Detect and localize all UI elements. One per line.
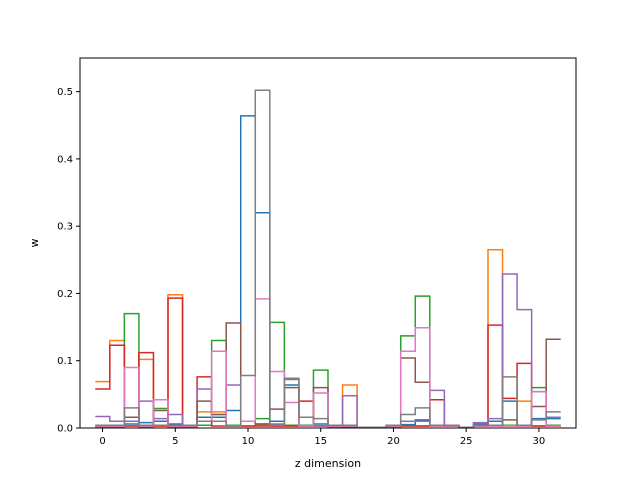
ticks-layer: 0 5 10 15 20 25 30 0.0 0.1 0.2 0.3 0.4 0.5 [57, 87, 545, 447]
series-line-8 [95, 89, 561, 429]
plot-area-frame [79, 57, 577, 429]
y-tick-label: 0.5 [57, 87, 73, 98]
x-tick-label: 15 [314, 436, 327, 447]
y-tick-label: 0.0 [57, 424, 73, 435]
x-tick-label: 25 [460, 436, 473, 447]
y-tick-label: 0.3 [57, 222, 73, 233]
y-tick-label: 0.2 [57, 289, 73, 300]
series-layer [95, 89, 561, 429]
x-tick-label: 0 [99, 436, 105, 447]
x-tick-label: 10 [242, 436, 255, 447]
x-axis-label: z dimension [295, 457, 361, 470]
x-tick-label: 5 [172, 436, 178, 447]
x-tick-label: 20 [387, 436, 400, 447]
y-axis-label: w [28, 239, 41, 248]
x-tick-label: 30 [533, 436, 546, 447]
y-tick-label: 0.1 [57, 356, 73, 367]
y-tick-label: 0.4 [57, 154, 73, 165]
